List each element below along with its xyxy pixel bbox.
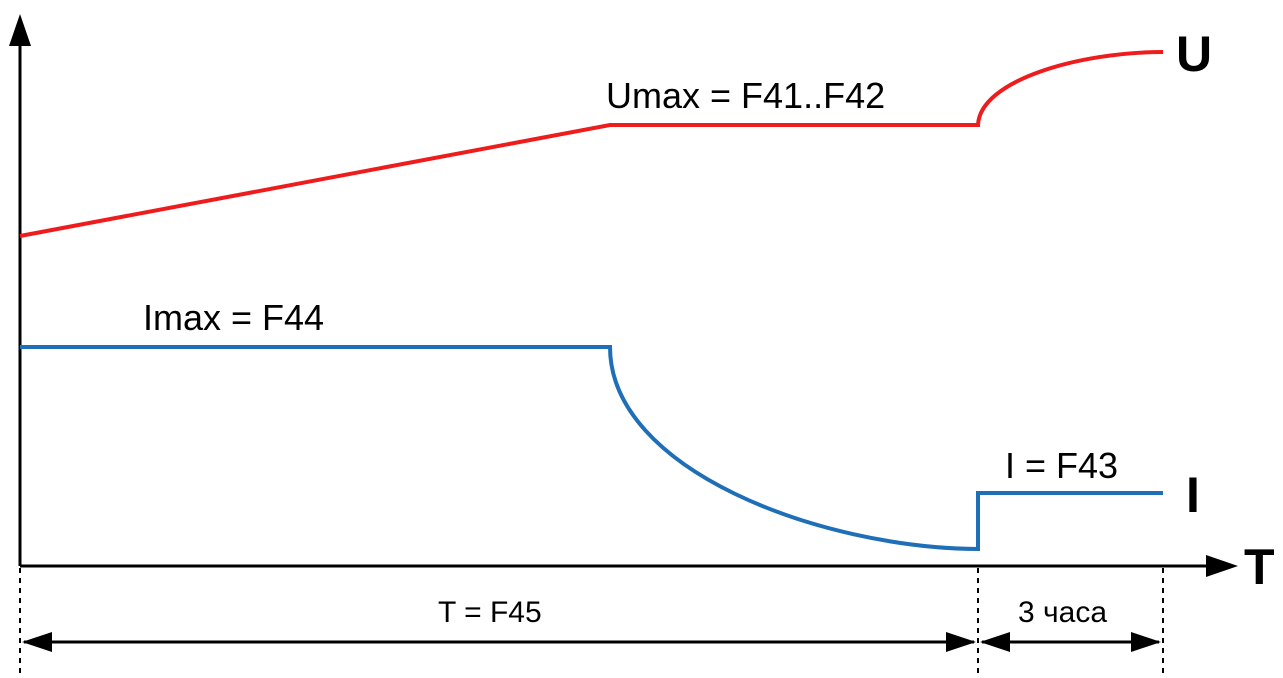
current-final-label: I = F43 <box>1005 445 1118 486</box>
interval-main-right-arrow <box>946 632 976 652</box>
interval-main: T = F45 <box>22 596 976 652</box>
interval-final-left-arrow <box>980 632 1010 652</box>
voltage-max-label: Umax = F41..F42 <box>606 75 885 116</box>
interval-final-right-arrow <box>1131 632 1161 652</box>
current-max-label: Imax = F44 <box>143 297 324 338</box>
x-axis-label: T <box>1244 539 1275 595</box>
voltage-curve-label: U <box>1176 26 1212 82</box>
voltage-curve <box>19 50 1164 238</box>
interval-main-label: T = F45 <box>438 596 542 629</box>
y-axis-arrowhead <box>9 14 31 46</box>
guide-lines <box>19 568 1164 676</box>
interval-final: 3 часа <box>980 596 1161 652</box>
x-axis-arrowhead <box>1206 555 1238 577</box>
current-curve-label: I <box>1186 467 1200 523</box>
current-curve <box>20 345 1163 552</box>
interval-main-left-arrow <box>22 632 52 652</box>
x-axis: T <box>20 539 1275 595</box>
y-axis <box>9 14 31 566</box>
interval-final-label: 3 часа <box>1018 596 1107 629</box>
